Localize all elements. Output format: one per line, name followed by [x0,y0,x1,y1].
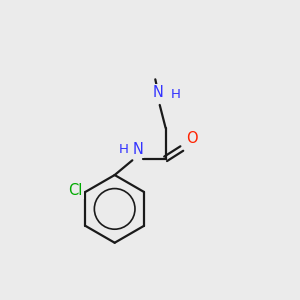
Text: N: N [153,85,164,100]
Text: N: N [133,142,144,158]
Text: Cl: Cl [69,183,83,198]
Text: O: O [187,131,198,146]
Text: H: H [119,143,129,157]
Text: H: H [171,88,181,101]
